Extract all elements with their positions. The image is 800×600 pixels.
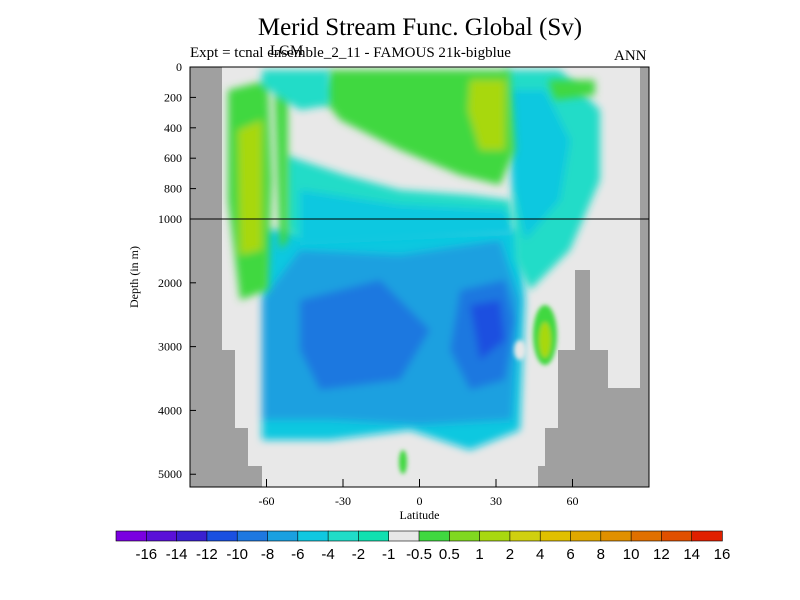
colorbar-label: -6 — [291, 546, 304, 563]
colorbar-label: 0.5 — [439, 546, 460, 563]
plot-area — [190, 67, 649, 487]
y-tick-label: 3000 — [158, 340, 182, 354]
colorbar-swatch — [418, 530, 451, 542]
colorbar-label: -4 — [321, 546, 334, 563]
colorbar-swatch — [479, 530, 511, 542]
y-tick-label: 600 — [164, 151, 182, 165]
colorbar-swatch — [388, 530, 420, 542]
colorbar-label: 10 — [623, 546, 640, 563]
colorbar-label: -10 — [226, 546, 248, 563]
y-tick-label: 2000 — [158, 276, 182, 290]
colorbar-label: 16 — [714, 546, 731, 563]
experiment-label: Expt = tcnal ensemble_2_11 - FAMOUS 21k-… — [190, 45, 511, 61]
colorbar: -16 -14 -12 -10 -8 -6 -4 -2 -1 -0.5 0.5 1 2 4 6 8 10 12 14… — [115, 530, 731, 563]
axes: -60 -30 0 30 6002004006008001000200030004000… — [127, 60, 579, 522]
contour-fill — [514, 340, 526, 360]
colorbar-label: -16 — [135, 546, 157, 563]
colorbar-swatch — [115, 530, 148, 542]
colorbar-label: -14 — [166, 546, 188, 563]
colorbar-swatch — [358, 530, 390, 542]
x-tick-label: -60 — [259, 494, 275, 508]
colorbar-swatch — [267, 530, 299, 542]
y-tick-label: 4000 — [158, 403, 182, 417]
y-tick-label: 400 — [164, 121, 182, 135]
x-axis-label: Latitude — [400, 508, 440, 522]
colorbar-label: 12 — [653, 546, 670, 563]
colorbar-swatch — [327, 530, 360, 542]
colorbar-swatch — [570, 530, 602, 542]
x-tick-label: -30 — [335, 494, 351, 508]
colorbar-label: 1 — [475, 546, 483, 563]
colorbar-label: 14 — [683, 546, 700, 563]
colorbar-swatch — [661, 530, 693, 542]
contour-fill — [539, 322, 551, 358]
colorbar-label: -2 — [352, 546, 365, 563]
land-mask-north — [538, 270, 649, 487]
colorbar-swatch — [600, 530, 632, 542]
contour-fill — [320, 70, 515, 185]
y-axis-label: Depth (in m) — [127, 246, 141, 308]
colorbar-label: 4 — [536, 546, 544, 563]
contour-fill — [262, 70, 330, 110]
contour-fill — [468, 80, 505, 150]
y-tick-label: 0 — [176, 60, 182, 74]
colorbar-swatch — [539, 530, 572, 542]
contour-fill — [510, 90, 570, 240]
y-tick-label: 200 — [164, 90, 182, 104]
colorbar-label: -1 — [382, 546, 395, 563]
chart-title: Merid Stream Func. Global (Sv) — [257, 14, 583, 41]
x-tick-label: 30 — [490, 494, 502, 508]
contour-fill — [399, 450, 407, 474]
colorbar-label: 6 — [566, 546, 574, 563]
contour-fill — [238, 120, 262, 255]
x-tick-label: 60 — [567, 494, 579, 508]
contour-fill — [300, 190, 515, 245]
colorbar-swatch — [509, 530, 541, 542]
contour-fill — [470, 300, 505, 360]
colorbar-label: 2 — [506, 546, 514, 563]
colorbar-label: -0.5 — [406, 546, 432, 563]
contour-fill — [300, 280, 430, 390]
colorbar-label: -12 — [196, 546, 218, 563]
colorbar-swatch — [448, 530, 481, 542]
colorbar-swatch — [297, 530, 329, 542]
colorbar-swatch — [146, 530, 178, 542]
contour-fill — [274, 80, 288, 250]
land-mask-arctic — [640, 67, 649, 388]
colorbar-swatch — [206, 530, 238, 542]
colorbar-swatch — [691, 530, 723, 542]
period-label: ANN — [614, 48, 647, 64]
contour-fill — [548, 80, 595, 100]
x-tick-label: 0 — [417, 494, 423, 508]
y-tick-label: 1000 — [158, 212, 182, 226]
land-mask-south — [190, 67, 262, 487]
colorbar-swatch — [176, 530, 208, 542]
overlay-label: LGM — [270, 43, 304, 59]
colorbar-label: -8 — [261, 546, 274, 563]
colorbar-swatch — [236, 530, 269, 542]
y-tick-label: 800 — [164, 182, 182, 196]
y-tick-label: 5000 — [158, 467, 182, 481]
colorbar-swatch — [630, 530, 663, 542]
colorbar-label: 8 — [597, 546, 605, 563]
